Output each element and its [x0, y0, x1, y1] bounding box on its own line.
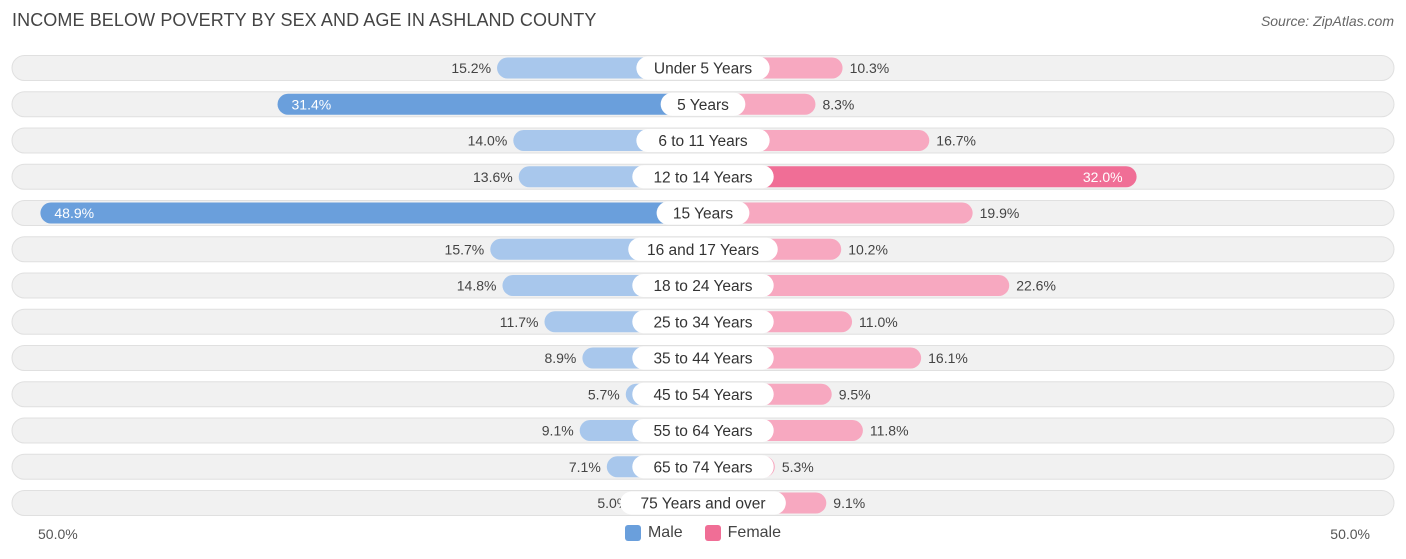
male-value-label: 8.9% [544, 350, 576, 366]
category-label: 16 and 17 Years [647, 242, 759, 259]
chart-title: INCOME BELOW POVERTY BY SEX AND AGE IN A… [12, 10, 597, 30]
female-value-label: 11.8% [870, 423, 909, 439]
category-label: 5 Years [677, 97, 729, 114]
female-value-label: 22.6% [1016, 278, 1056, 294]
bar-row: 5.0% 9.1%75 Years and over [11, 490, 1395, 516]
bar-row: 14.8% 22.6% 18 to 24 Years [11, 272, 1395, 299]
female-bar[interactable] [703, 202, 973, 224]
male-value-label: 13.6% [473, 169, 513, 185]
category-label: 25 to 34 Years [653, 314, 752, 331]
category-pill [632, 419, 774, 442]
male-bar[interactable] [40, 202, 703, 224]
female-value-label: 32.0% [1083, 169, 1123, 185]
female-value-label: 16.7% [936, 133, 976, 149]
category-pill [636, 129, 770, 152]
category-label: 55 to 64 Years [653, 423, 752, 440]
female-value-label: 9.5% [839, 386, 871, 402]
bar-row: 31.4% 8.3% 5 Years [11, 91, 1395, 118]
category-pill [632, 346, 774, 370]
category-label: 75 Years and over [641, 496, 766, 513]
category-label: 35 to 44 Years [653, 351, 752, 368]
male-value-label: 15.2% [451, 60, 491, 76]
male-value-label: 14.8% [457, 278, 497, 294]
male-value-label: 7.1% [569, 459, 601, 475]
female-bar[interactable] [703, 166, 1137, 188]
bar-row: 8.9% 16.1% 35 to 44 Years [11, 345, 1395, 371]
female-value-label: 8.3% [822, 96, 854, 112]
category-pill [632, 382, 774, 406]
legend-item-female[interactable]: Female [704, 524, 782, 542]
category-label: 12 to 14 Years [653, 169, 752, 186]
bar-row: 48.9% 19.9% 15 Years [11, 200, 1395, 226]
category-pill [632, 455, 774, 479]
bar-row: 11.7% 11.0% 25 to 34 Years [11, 308, 1395, 335]
female-bar[interactable] [703, 275, 1010, 296]
category-pill [632, 165, 774, 189]
male-value-label: 5.7% [588, 386, 620, 402]
legend-item-male[interactable]: Male [624, 524, 683, 542]
category-pill [660, 92, 746, 116]
male-swatch [624, 525, 641, 541]
legend-male-label: Male [647, 524, 683, 541]
category-label: 45 to 54 Years [653, 387, 752, 404]
female-value-label: 5.3% [782, 459, 814, 475]
male-value-label: 48.9% [54, 205, 94, 221]
female-value-label: 11.0% [859, 314, 898, 330]
category-label: 6 to 11 Years [658, 133, 748, 150]
bar-row: 13.6% 32.0% 12 to 14 Years [11, 163, 1395, 190]
male-value-label: 31.4% [292, 96, 332, 112]
category-label: Under 5 Years [654, 61, 752, 78]
category-pill [632, 274, 774, 297]
female-value-label: 16.1% [928, 350, 968, 366]
category-pill [632, 310, 774, 334]
axis-left-label: 50.0% [38, 526, 78, 542]
category-label: 18 to 24 Years [653, 278, 752, 295]
bar-row: 14.0% 16.7% 6 to 11 Years [11, 127, 1395, 154]
category-pill [656, 201, 750, 225]
category-label: 15 Years [673, 206, 734, 223]
male-bar[interactable] [277, 93, 703, 115]
male-value-label: 11.7% [500, 314, 539, 330]
bar-row: 7.1% 5.3% 65 to 74 Years [11, 453, 1395, 480]
category-pill [620, 491, 786, 515]
female-swatch [704, 525, 721, 541]
female-value-label: 10.2% [848, 241, 888, 257]
axis-right-label: 50.0% [1330, 526, 1370, 542]
category-pill [628, 237, 778, 261]
bar-row: 9.1% 11.8% 55 to 64 Years [11, 417, 1395, 444]
category-pill [636, 56, 770, 80]
legend-female-label: Female [727, 524, 782, 541]
male-value-label: 9.1% [542, 423, 574, 439]
female-value-label: 10.3% [850, 60, 890, 76]
source-credit: Source: ZipAtlas.com [1260, 13, 1394, 29]
legend: Male Female [0, 524, 1406, 542]
male-value-label: 15.7% [445, 241, 485, 257]
male-value-label: 14.0% [468, 133, 508, 149]
female-value-label: 9.1% [833, 495, 865, 511]
bar-chart: 15.2% 10.3% Under 5 Years 31.4% 8.3% 5 Years 1… [11, 55, 1395, 516]
bar-row: 15.7% 10.2% 16 and 17 Years [11, 236, 1395, 263]
category-label: 65 to 74 Years [653, 459, 752, 476]
bar-row: 5.7% 9.5% 45 to 54 Years [11, 381, 1395, 408]
bar-row: 15.2% 10.3% Under 5 Years [11, 55, 1395, 81]
female-value-label: 19.9% [980, 205, 1020, 221]
